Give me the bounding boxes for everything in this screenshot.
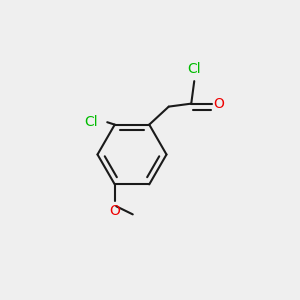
Text: Cl: Cl: [188, 62, 201, 76]
Text: O: O: [109, 204, 120, 218]
Text: O: O: [214, 97, 225, 111]
Text: Cl: Cl: [85, 115, 98, 129]
